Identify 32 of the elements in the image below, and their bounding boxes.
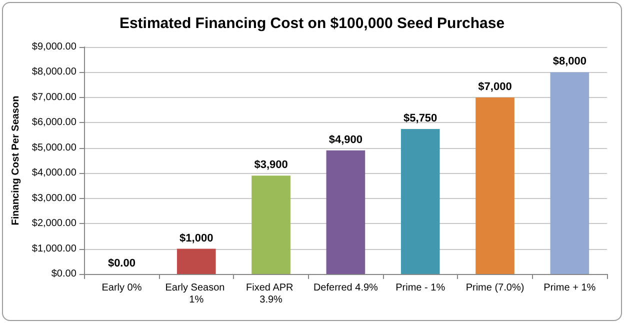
x-tick-label: Deferred 4.9% [313, 282, 378, 294]
x-tick-label: Prime + 1% [544, 282, 596, 294]
y-tick-label: $1,000.00 [32, 243, 77, 254]
data-label: $8,000 [552, 56, 586, 68]
data-label: $1,000 [180, 232, 214, 244]
y-tick-label: $7,000.00 [32, 92, 77, 103]
x-tick-label: Fixed APR 3.9% [246, 282, 296, 306]
data-label: $0.00 [108, 258, 136, 270]
y-axis-title: Financing Cost Per Season [10, 96, 22, 226]
bar [252, 176, 290, 274]
x-tick-label: Prime - 1% [396, 282, 446, 294]
bar [476, 97, 514, 274]
y-tick-label: $0.00 [51, 268, 77, 280]
y-tick-label: $8,000.00 [32, 66, 77, 78]
bar [550, 72, 590, 274]
data-label: $5,750 [404, 112, 438, 124]
x-tick-label: Prime (7.0%) [466, 282, 524, 294]
x-tick-label: Early Season 1% [165, 282, 228, 306]
x-tick-label: Early 0% [102, 282, 142, 294]
y-tick-label: $3,000.00 [32, 192, 77, 204]
y-tick-label: $6,000.00 [32, 117, 77, 128]
chart-title: Estimated Financing Cost on $100,000 Seed Purchase [119, 15, 505, 32]
y-tick-label: $5,000.00 [32, 142, 77, 154]
y-tick-label: $4,000.00 [32, 168, 77, 179]
y-tick-label: $2,000.00 [32, 218, 77, 230]
y-tick-label: $9,000.00 [32, 42, 77, 52]
bar [326, 150, 366, 274]
bar [176, 248, 216, 274]
bar [400, 128, 440, 274]
data-label: $4,900 [328, 134, 363, 146]
data-label: $3,900 [254, 159, 288, 172]
data-label: $7,000 [478, 80, 512, 93]
